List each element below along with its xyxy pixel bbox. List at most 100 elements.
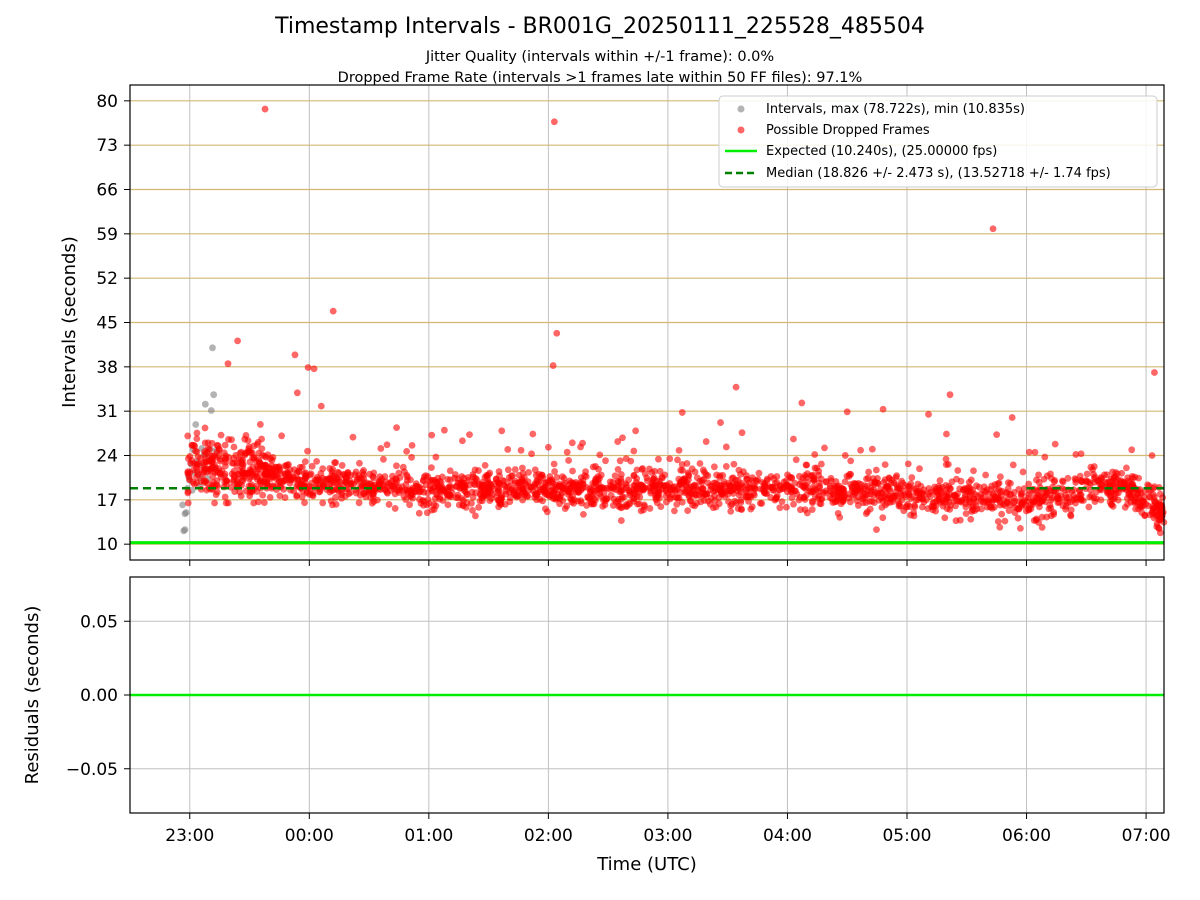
dropped-frame-point [729, 474, 737, 482]
dropped-frame-outlier [317, 402, 325, 410]
residuals-y-ticks: 0.05 0.00 −0.05 [66, 612, 130, 780]
dropped-frame-point [1123, 494, 1131, 502]
dropped-frame-point [1072, 451, 1080, 458]
dropped-frame-point [684, 507, 692, 515]
dropped-frame-outlier [544, 443, 552, 451]
dropped-frame-point [737, 496, 745, 504]
dropped-frame-point [617, 487, 625, 495]
dropped-frame-point [962, 503, 970, 511]
dropped-frame-point [817, 495, 825, 503]
dropped-frame-point [1020, 498, 1027, 506]
dropped-frame-point [577, 486, 585, 494]
x-tick-label: 04:00 [763, 826, 812, 846]
dropped-frame-point [893, 481, 900, 489]
dropped-frame-point [596, 484, 604, 492]
dropped-frame-point [525, 468, 532, 476]
dropped-frame-point [644, 477, 651, 484]
dropped-frame-point [958, 498, 965, 506]
dropped-frame-point [994, 518, 1002, 525]
dropped-frame-point [393, 462, 400, 470]
dropped-frame-point [511, 466, 519, 473]
dropped-frame-point [609, 502, 617, 509]
residuals-y-tick-label: −0.05 [66, 760, 118, 780]
dropped-frame-point [1025, 448, 1033, 456]
dropped-frame-outlier [304, 364, 312, 371]
dropped-frame-point [472, 512, 479, 520]
dropped-frame-point [907, 480, 915, 488]
dropped-frame-point [223, 477, 231, 485]
dropped-frame-point [519, 486, 527, 494]
dropped-frame-point [444, 475, 452, 483]
dropped-frame-point [220, 449, 228, 457]
dropped-frame-point [1005, 507, 1013, 514]
dropped-frame-point [1106, 481, 1114, 489]
dropped-frame-point [841, 478, 849, 486]
dropped-frame-outlier [989, 225, 997, 233]
dropped-frame-point [932, 502, 940, 510]
dropped-frame-point [444, 488, 452, 495]
dropped-frame-point [1006, 501, 1014, 509]
dropped-frame-point [1103, 471, 1111, 479]
dropped-frame-point [446, 467, 454, 475]
dropped-frame-point [846, 470, 854, 478]
dropped-frame-point [803, 509, 811, 517]
dropped-frame-point [675, 446, 683, 454]
dropped-frame-point [319, 499, 327, 507]
dropped-frame-point [1064, 474, 1072, 482]
dropped-frame-point [1019, 468, 1027, 476]
dropped-frame-point [1018, 489, 1026, 497]
dropped-frame-point [972, 502, 980, 509]
dropped-frame-point [704, 497, 712, 505]
dropped-frame-point [564, 490, 572, 498]
dropped-frame-point [272, 463, 280, 471]
legend-label-expected: Expected (10.240s), (25.00000 fps) [766, 144, 997, 159]
dropped-frame-point [385, 501, 393, 508]
dropped-frame-point [666, 493, 674, 501]
dropped-frame-point [247, 474, 254, 481]
dropped-frame-point [230, 443, 238, 451]
dropped-frame-outlier [498, 427, 506, 435]
dropped-frame-point [1118, 469, 1126, 477]
dropped-frame-point [1124, 474, 1132, 482]
dropped-frame-point [841, 452, 849, 459]
dropped-frame-point [526, 483, 534, 491]
dropped-frame-point [469, 506, 476, 514]
dropped-frame-point [485, 471, 492, 479]
dropped-frame-point [585, 495, 593, 503]
dropped-frame-point [679, 466, 686, 474]
dropped-frame-point [1067, 512, 1075, 520]
dropped-frame-point [542, 505, 549, 513]
dropped-frame-outlier [943, 430, 950, 438]
residuals-x-ticks: 23:00 00:00 01:00 02:00 03:00 04:00 05:00 06:00… [165, 813, 1171, 846]
dropped-frame-point [926, 492, 934, 500]
dropped-frame-point [1131, 499, 1139, 507]
dropped-frame-point [998, 510, 1006, 518]
dropped-frame-point [229, 478, 237, 486]
dropped-frame-point [792, 456, 800, 464]
dropped-frame-point [221, 441, 229, 449]
dropped-frame-point [989, 496, 997, 504]
dropped-frame-outlier [790, 435, 797, 443]
dropped-frame-point [456, 479, 464, 487]
dropped-frame-point [338, 489, 346, 496]
dropped-frame-point [190, 480, 198, 488]
dropped-frame-point [1006, 491, 1014, 498]
dropped-frame-point [1046, 501, 1054, 509]
dropped-frame-point [1159, 508, 1167, 516]
dropped-frame-point [370, 474, 377, 482]
dropped-frame-point [914, 496, 922, 504]
dropped-frame-point [852, 489, 859, 496]
dropped-frame-point [408, 453, 415, 461]
dropped-frame-point [358, 475, 365, 483]
dropped-frame-point [1041, 453, 1049, 461]
dropped-frame-point [771, 479, 779, 487]
dropped-frame-point [331, 459, 338, 467]
x-tick-label: 23:00 [165, 826, 214, 846]
intervals-y-tick-label: 31 [96, 402, 118, 422]
dropped-frame-point [304, 447, 311, 455]
dropped-frame-point [607, 484, 615, 492]
dropped-frame-point [920, 498, 928, 506]
dropped-frame-point [531, 483, 539, 490]
dropped-frame-point [570, 496, 578, 504]
dropped-frame-point [702, 491, 710, 498]
